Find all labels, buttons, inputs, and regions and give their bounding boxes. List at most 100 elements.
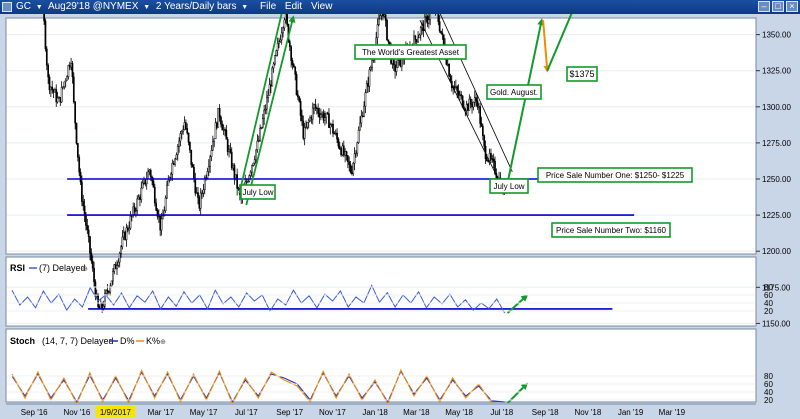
- candle-body-89: [128, 227, 131, 231]
- timeframe-label[interactable]: 2 Years/Daily bars: [155, 1, 237, 12]
- close-icon[interactable]: ×: [786, 1, 798, 12]
- price-candle-49: [74, 101, 77, 130]
- candle-body-279: [384, 14, 387, 21]
- candle-body-229: [317, 108, 319, 114]
- candle-body-268: [369, 66, 372, 70]
- price-candle-95: [136, 195, 139, 215]
- contract-dropdown-icon[interactable]: ▼: [143, 4, 151, 11]
- price-candle-221: [306, 122, 309, 130]
- candle-body-135: [190, 149, 193, 165]
- menu-file[interactable]: File: [260, 1, 277, 12]
- price-candle-206: [286, 14, 288, 27]
- candle-body-96: [137, 196, 140, 200]
- candle-body-92: [132, 206, 135, 216]
- window-title-bar[interactable]: GC ▼ Aug29'18 @NYMEX ▼ 2 Years/Daily bar…: [0, 0, 800, 14]
- candle-body-192: [267, 95, 270, 98]
- candle-body-136: [191, 164, 194, 168]
- price-candle-288: [396, 59, 399, 68]
- candle-body-134: [189, 141, 191, 151]
- rsi-params-icon[interactable]: ⊕: [82, 266, 88, 273]
- price-sale-two-label: Price Sale Number Two: $1160: [551, 222, 671, 238]
- horizontal-scrollbar[interactable]: [6, 403, 756, 405]
- candle-body-165: [230, 151, 233, 169]
- candle-body-225: [311, 107, 314, 120]
- price-candle-63: [93, 261, 95, 288]
- gold-august-label-box: [486, 84, 542, 100]
- price-candle-81: [117, 258, 120, 268]
- stoch-panel[interactable]: [5, 328, 757, 403]
- candle-body-277: [382, 14, 384, 17]
- app-icon[interactable]: [2, 2, 12, 12]
- price-candle-192: [267, 89, 270, 103]
- candle-body-191: [266, 97, 268, 110]
- chart-area[interactable]: The World's Greatest Asset Gold. August. $…: [0, 14, 800, 419]
- candle-body-216: [299, 101, 302, 116]
- annotation-labels: The World's Greatest Asset Gold. August. $…: [240, 44, 693, 238]
- time-tick-label-5: Jul '17: [235, 408, 258, 417]
- price-candle-40: [62, 86, 64, 90]
- candle-body-148: [207, 165, 210, 172]
- price-candle-281: [387, 39, 390, 45]
- candle-body-285: [392, 59, 395, 66]
- candle-body-57: [85, 215, 87, 226]
- candle-body-154: [216, 122, 218, 128]
- price-candle-98: [140, 181, 143, 203]
- candle-body-247: [341, 145, 344, 156]
- time-tick-label-3: Mar '17: [148, 408, 175, 417]
- july-low-label-1-text: July Low: [242, 188, 273, 197]
- candle-body-34: [54, 89, 56, 93]
- candle-body-352: [483, 135, 486, 147]
- price-candle-86: [124, 230, 126, 241]
- symbol-dropdown-icon[interactable]: ▼: [35, 4, 43, 11]
- candle-body-41: [63, 81, 66, 88]
- symbol-label[interactable]: GC: [16, 1, 31, 12]
- timeframe-dropdown-icon[interactable]: ▼: [241, 4, 249, 11]
- minimize-icon[interactable]: –: [758, 1, 770, 12]
- candle-body-360: [494, 160, 496, 174]
- candle-body-103: [147, 171, 149, 180]
- price-candle-350: [480, 116, 483, 127]
- menu-edit[interactable]: Edit: [284, 1, 303, 12]
- price-candle-235: [325, 112, 328, 124]
- maximize-icon[interactable]: □: [772, 1, 784, 12]
- candle-body-70: [102, 305, 105, 309]
- price-tick-label-7: 1250.00: [762, 175, 791, 184]
- price-candle-268: [369, 65, 372, 72]
- candle-body-160: [224, 129, 226, 131]
- candle-body-161: [225, 129, 228, 140]
- price-candle-90: [129, 211, 132, 231]
- price-candle-41: [63, 81, 66, 90]
- greatest-asset-label-text: The World's Greatest Asset: [362, 48, 460, 57]
- time-tick-label-1: Nov '16: [63, 408, 90, 417]
- candle-body-351: [482, 126, 484, 136]
- price-candle-75: [109, 283, 112, 296]
- price-sale-one-label: Price Sale Number One: $1250- $1225: [537, 167, 693, 183]
- candle-body-231: [320, 114, 322, 118]
- price-candle-200: [278, 37, 280, 49]
- price-candle-250: [345, 150, 348, 161]
- price-candle-234: [324, 110, 326, 126]
- greatest-asset-label: The World's Greatest Asset: [354, 44, 467, 60]
- candle-body-220: [305, 126, 307, 129]
- candle-body-132: [186, 128, 189, 134]
- candle-body-335: [460, 94, 463, 97]
- menu-view[interactable]: View: [310, 1, 333, 12]
- candle-body-127: [179, 133, 182, 142]
- price-candle-89: [128, 221, 131, 235]
- candle-body-84: [121, 236, 124, 248]
- price-candle-58: [86, 218, 89, 234]
- candle-body-117: [166, 185, 168, 199]
- candle-body-288: [396, 59, 399, 68]
- rsi-panel[interactable]: [5, 256, 757, 327]
- candle-body-182: [253, 159, 256, 164]
- candle-body-354: [486, 158, 488, 162]
- candle-body-168: [234, 174, 237, 179]
- stoch-params-icon[interactable]: ⊕: [160, 339, 166, 346]
- candle-body-149: [209, 156, 212, 167]
- candle-body-183: [255, 149, 257, 160]
- candle-body-115: [163, 210, 166, 217]
- candle-body-58: [86, 225, 89, 231]
- candle-body-52: [78, 156, 81, 173]
- candle-body-83: [120, 246, 122, 254]
